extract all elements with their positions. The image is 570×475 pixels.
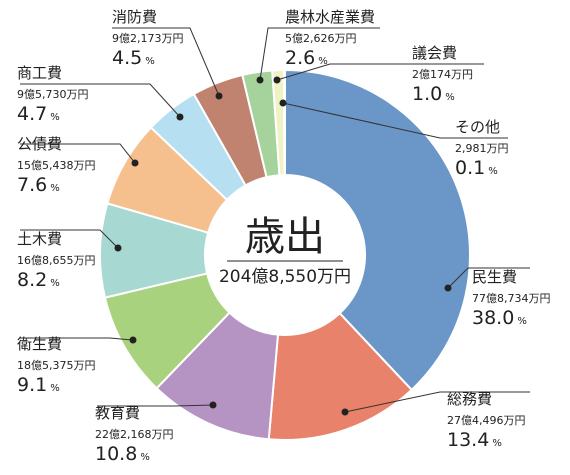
slice-amount-消防費: 9億2,173万円 xyxy=(112,32,184,45)
leader-dot-消防費 xyxy=(215,92,223,100)
slice-percent-衛生費: 9.1% xyxy=(17,374,60,396)
leader-dot-総務費 xyxy=(341,408,349,416)
slice-percent-議会費: 1.0% xyxy=(412,83,455,105)
leader-line-民生費 xyxy=(447,267,530,289)
slice-label-民生費: 民生費 xyxy=(472,268,517,286)
slice-label-消防費: 消防費 xyxy=(112,8,157,26)
leader-line-その他 xyxy=(282,102,508,139)
center-total: 204億8,550万円 xyxy=(219,267,351,287)
slice-amount-農林水産業費: 5億2,626万円 xyxy=(285,32,357,45)
slice-percent-商工費: 4.7% xyxy=(17,103,60,125)
slice-amount-商工費: 9億5,730万円 xyxy=(17,88,89,101)
slice-percent-土木費: 8.2% xyxy=(17,269,60,291)
leader-dot-商工費 xyxy=(176,113,184,121)
slice-label-農林水産業費: 農林水産業費 xyxy=(285,8,375,26)
slice-label-公債費: 公債費 xyxy=(17,135,62,153)
leader-line-公債費 xyxy=(20,143,136,164)
slice-amount-土木費: 16億8,655万円 xyxy=(17,254,96,267)
donut-center-hole xyxy=(206,176,364,334)
leader-line-議会費 xyxy=(276,63,484,81)
leader-dot-公債費 xyxy=(131,159,139,167)
leader-line-農林水産業費 xyxy=(259,27,380,81)
center-title: 歳出 xyxy=(245,214,325,260)
leader-dot-その他 xyxy=(279,99,287,107)
slice-その他 xyxy=(282,68,286,177)
slice-label-議会費: 議会費 xyxy=(412,44,457,62)
slice-label-衛生費: 衛生費 xyxy=(17,335,62,353)
leader-dot-農林水産業費 xyxy=(256,76,264,84)
leader-line-総務費 xyxy=(344,391,530,413)
donut-slices xyxy=(99,68,471,441)
leader-dot-衛生費 xyxy=(129,336,137,344)
slice-amount-公債費: 15億5,438万円 xyxy=(17,159,96,172)
slice-percent-農林水産業費: 2.6% xyxy=(285,47,328,69)
slice-percent-総務費: 13.4% xyxy=(447,429,502,451)
leader-line-土木費 xyxy=(20,229,119,249)
slice-amount-教育費: 22億2,168万円 xyxy=(95,428,174,441)
slice-amount-議会費: 2億174万円 xyxy=(412,68,473,81)
leader-dot-土木費 xyxy=(114,244,122,252)
leader-line-商工費 xyxy=(20,83,181,118)
slice-percent-消防費: 4.5% xyxy=(112,47,155,69)
slice-民生費 xyxy=(284,68,471,392)
leader-dot-民生費 xyxy=(444,284,452,292)
slice-percent-教育費: 10.8% xyxy=(95,443,150,465)
slice-amount-その他: 2,981万円 xyxy=(455,142,509,155)
leader-line-消防費 xyxy=(112,27,220,97)
leader-line-教育費 xyxy=(97,404,214,407)
leader-dot-教育費 xyxy=(209,401,217,409)
slice-label-その他: その他 xyxy=(455,118,500,136)
leader-line-衛生費 xyxy=(20,337,134,341)
slice-percent-その他: 0.1% xyxy=(455,157,498,179)
leader-dot-議会費 xyxy=(273,76,281,84)
slice-amount-総務費: 27億4,496万円 xyxy=(447,414,526,427)
slice-label-総務費: 総務費 xyxy=(447,390,492,408)
slice-percent-公債費: 7.6% xyxy=(17,174,60,196)
slice-label-教育費: 教育費 xyxy=(95,404,140,422)
slice-label-土木費: 土木費 xyxy=(17,230,62,248)
slice-amount-衛生費: 18億5,375万円 xyxy=(17,359,96,372)
slice-percent-民生費: 38.0% xyxy=(472,307,527,329)
slice-label-商工費: 商工費 xyxy=(17,64,62,82)
slice-amount-民生費: 77億8,734万円 xyxy=(472,292,551,305)
